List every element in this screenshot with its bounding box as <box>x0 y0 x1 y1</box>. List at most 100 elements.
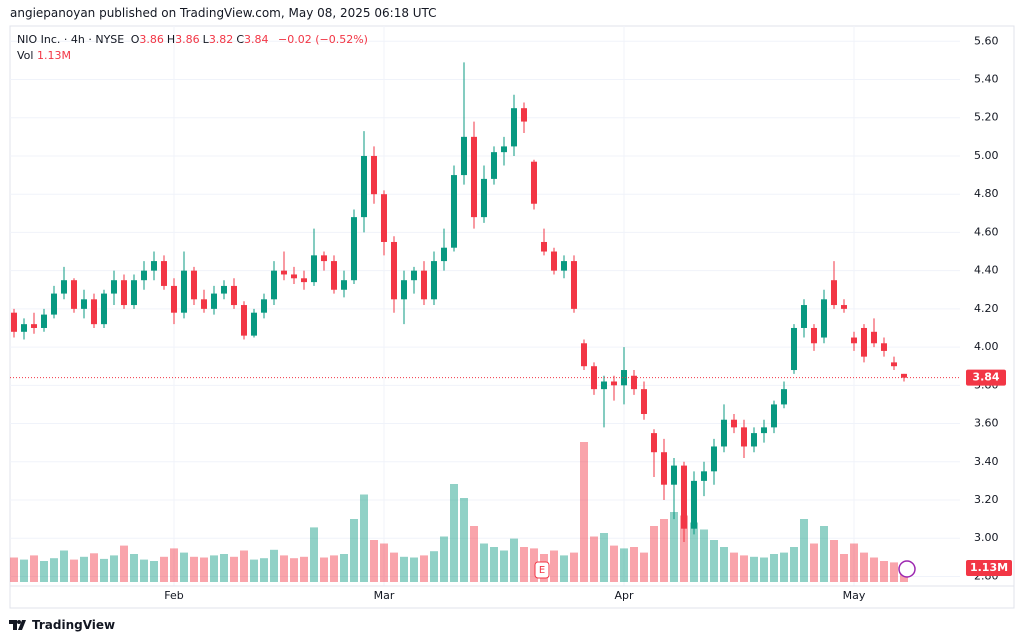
candle-body <box>121 280 127 306</box>
volume-header: Vol 1.13M <box>17 49 71 62</box>
volume-label: Vol <box>17 49 34 62</box>
candle-body <box>711 446 717 472</box>
candle-body <box>81 299 87 309</box>
candle-body <box>341 280 347 290</box>
candle-body <box>361 155 367 218</box>
candle-body <box>151 261 157 271</box>
candle-body <box>561 261 567 271</box>
candle-body <box>551 251 557 271</box>
candle-body <box>251 312 257 336</box>
candle-body <box>511 108 517 147</box>
candle-body <box>141 270 147 281</box>
volume-bar <box>260 558 268 582</box>
volume-bar <box>220 554 228 582</box>
candle-body <box>521 108 527 122</box>
last-price-label: 3.84 <box>972 371 999 384</box>
volume-bar <box>780 552 788 582</box>
last-price-tag <box>966 369 1006 386</box>
candle-body <box>811 327 817 344</box>
candle-body <box>791 327 797 371</box>
volume-bar <box>790 547 798 582</box>
y-tick-label: 3.60 <box>974 417 999 430</box>
candle-body <box>471 136 477 218</box>
volume-bar <box>200 557 208 582</box>
volume-value: 1.13M <box>36 49 71 62</box>
volume-bar <box>300 556 308 582</box>
volume-bar <box>450 484 458 582</box>
ohlc: O3.86 H3.86 L3.82 C3.84 <box>131 33 272 46</box>
y-tick-label: 5.00 <box>974 149 999 162</box>
candle-body <box>51 293 57 315</box>
candle-body <box>271 270 277 300</box>
volume-bar <box>610 545 618 582</box>
volume-bar <box>80 556 88 582</box>
volume-bar <box>520 547 528 582</box>
candle-body <box>451 175 457 248</box>
volume-bar <box>690 522 698 582</box>
volume-bar <box>760 557 768 582</box>
volume-bar <box>390 552 398 582</box>
volume-bar <box>860 552 868 582</box>
candle-body <box>881 343 887 351</box>
candle-body <box>201 299 207 309</box>
candle-body <box>311 255 317 283</box>
volume-bar <box>130 554 138 582</box>
candle-body <box>211 293 217 309</box>
volume-bar <box>330 555 338 582</box>
candle-body <box>21 324 27 332</box>
volume-bar <box>430 551 438 582</box>
volume-bar <box>770 554 778 582</box>
candle-body <box>631 375 637 390</box>
candle-body <box>221 285 227 294</box>
candle-body <box>691 480 697 529</box>
candle-body <box>901 373 907 378</box>
candle-body <box>751 433 757 447</box>
volume-bar <box>800 519 808 582</box>
volume-bar <box>810 543 818 582</box>
candle-body <box>721 419 727 447</box>
volume-bar <box>370 540 378 582</box>
volume-bar <box>670 512 678 582</box>
volume-bar <box>850 543 858 582</box>
candle-body <box>801 305 807 328</box>
volume-bar <box>380 543 388 582</box>
volume-bar <box>870 557 878 582</box>
volume-bar <box>660 519 668 582</box>
volume-bar <box>440 536 448 582</box>
ohlc-value: 3.86 <box>175 33 200 46</box>
candle-body <box>11 312 17 332</box>
volume-bar <box>700 529 708 582</box>
volume-bar <box>480 543 488 582</box>
candle-body <box>171 285 177 313</box>
volume-bar <box>420 555 428 582</box>
volume-bar <box>530 548 538 582</box>
candle-body <box>301 278 307 283</box>
alert-icon <box>898 560 916 578</box>
candle-body <box>761 427 767 434</box>
y-tick-label: 5.60 <box>974 34 999 47</box>
volume-bar <box>290 558 298 582</box>
candle-body <box>41 314 47 328</box>
candle-body <box>281 270 287 275</box>
ohlc-key: C <box>236 33 244 46</box>
candle-body <box>491 152 497 179</box>
volume-bar <box>620 548 628 582</box>
volume-bar <box>710 540 718 582</box>
candle-body <box>371 155 377 195</box>
candle-body <box>571 261 577 309</box>
volume-bar <box>630 547 638 582</box>
candle-body <box>581 343 587 367</box>
volume-bar <box>310 527 318 582</box>
candle-body <box>821 299 827 338</box>
x-tick-label: Mar <box>374 589 395 602</box>
volume-bar <box>100 558 108 582</box>
ohlc-key: O <box>130 33 140 46</box>
candle-body <box>481 178 487 218</box>
legend-header: NIO Inc. · 4h · NYSE O3.86 H3.86 L3.82 C3.8… <box>17 33 371 46</box>
candle-body <box>461 136 467 176</box>
candle-body <box>601 381 607 390</box>
candle-body <box>191 270 197 300</box>
volume-bar <box>60 550 68 582</box>
volume-bar <box>140 559 148 582</box>
